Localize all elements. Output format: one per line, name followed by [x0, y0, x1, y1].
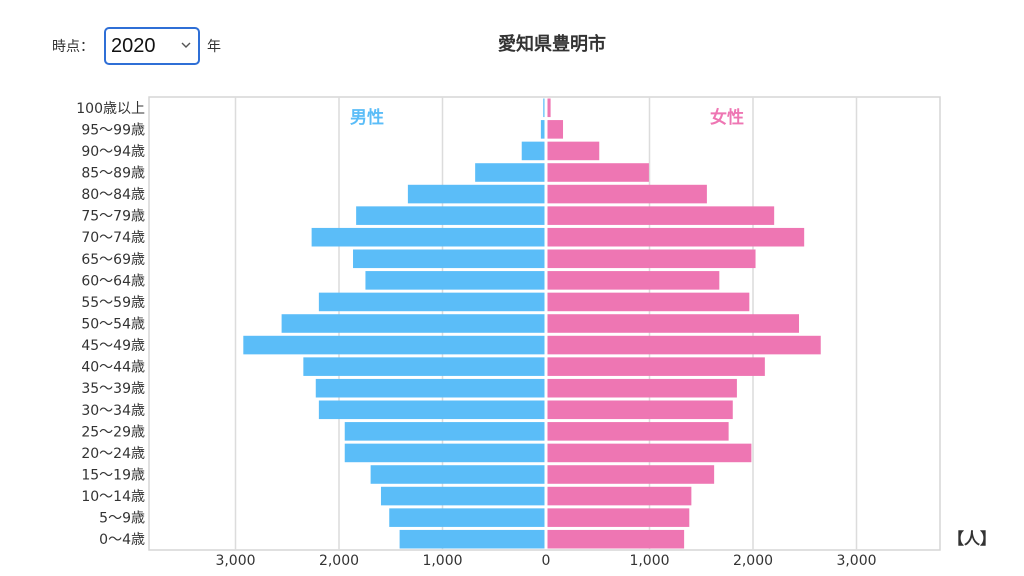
- age-group-label: 85〜89歳: [81, 166, 145, 182]
- age-group-label: 90〜94歳: [81, 144, 145, 160]
- male-bar: [389, 508, 545, 527]
- male-bar: [344, 422, 545, 441]
- female-bar: [547, 141, 600, 161]
- age-group-label: 15〜19歳: [81, 468, 145, 484]
- male-bar: [543, 98, 545, 118]
- male-bar: [303, 357, 545, 376]
- series-label-male: 男性: [350, 107, 384, 128]
- female-bar: [547, 357, 765, 376]
- x-tick-label: 2,000: [733, 553, 773, 569]
- age-group-label: 100歳以上: [76, 101, 145, 117]
- female-bar: [547, 184, 707, 204]
- chevron-down-icon: [181, 42, 191, 48]
- male-bar: [407, 184, 545, 204]
- female-bar: [547, 422, 729, 441]
- year-select-value: 2020: [111, 34, 156, 57]
- age-group-label: 75〜79歳: [81, 209, 145, 225]
- female-bar: [547, 271, 720, 290]
- age-group-label: 20〜24歳: [81, 446, 145, 462]
- male-bar: [344, 443, 545, 463]
- age-group-label: 40〜44歳: [81, 360, 145, 376]
- female-bar: [547, 206, 775, 225]
- age-group-label: 65〜69歳: [81, 252, 145, 268]
- year-label: 時点：: [52, 39, 94, 55]
- female-bar: [547, 227, 805, 247]
- female-bar: [547, 120, 564, 139]
- chart-title: 愛知県豊明市: [498, 34, 606, 55]
- male-bar: [356, 206, 545, 225]
- male-bar: [353, 249, 545, 269]
- x-tick-label: 1,000: [422, 553, 462, 569]
- male-bar: [540, 120, 545, 139]
- male-bar: [243, 335, 545, 355]
- female-bar: [547, 400, 733, 420]
- age-group-label: 35〜39歳: [81, 381, 145, 397]
- x-tick-label: 1,000: [629, 553, 669, 569]
- year-select[interactable]: 2020: [104, 27, 200, 65]
- age-group-label: 50〜54歳: [81, 317, 145, 333]
- female-bar: [547, 292, 750, 312]
- female-bar: [547, 314, 800, 333]
- year-control: 時点： 2020 年: [52, 27, 221, 65]
- female-bar: [547, 486, 692, 506]
- female-bar: [547, 249, 756, 269]
- male-bar: [365, 271, 545, 290]
- female-bar: [547, 378, 737, 398]
- age-group-label: 0〜4歳: [99, 532, 145, 548]
- series-label-female: 女性: [710, 107, 744, 128]
- age-group-label: 45〜49歳: [81, 338, 145, 354]
- age-group-label: 95〜99歳: [81, 122, 145, 138]
- male-bar: [475, 163, 545, 182]
- age-group-label: 80〜84歳: [81, 187, 145, 203]
- male-bar: [318, 292, 545, 312]
- male-bar: [521, 141, 545, 161]
- male-bar: [370, 465, 545, 484]
- male-bar: [281, 314, 545, 333]
- age-group-label: 10〜14歳: [81, 489, 145, 505]
- plot-frame: [148, 96, 941, 551]
- female-bar: [547, 98, 551, 118]
- age-group-label: 55〜59歳: [81, 295, 145, 311]
- year-suffix: 年: [207, 39, 221, 55]
- x-tick-label: 0: [542, 553, 551, 569]
- male-bar: [311, 227, 545, 247]
- age-group-label: 25〜29歳: [81, 424, 145, 440]
- age-group-label: 5〜9歳: [99, 511, 145, 527]
- female-bar: [547, 465, 715, 484]
- age-group-label: 60〜64歳: [81, 273, 145, 289]
- male-bar: [399, 529, 545, 549]
- male-bar: [315, 378, 545, 398]
- male-bar: [380, 486, 545, 506]
- female-bar: [547, 508, 690, 527]
- female-bar: [547, 443, 752, 463]
- x-tick-label: 3,000: [836, 553, 876, 569]
- female-bar: [547, 163, 649, 182]
- x-tick-label: 3,000: [215, 553, 255, 569]
- unit-label: 【人】: [948, 529, 997, 548]
- male-bar: [318, 400, 545, 420]
- female-bar: [547, 529, 685, 549]
- x-tick-label: 2,000: [319, 553, 359, 569]
- female-bar: [547, 335, 821, 355]
- age-group-label: 70〜74歳: [81, 230, 145, 246]
- age-group-label: 30〜34歳: [81, 403, 145, 419]
